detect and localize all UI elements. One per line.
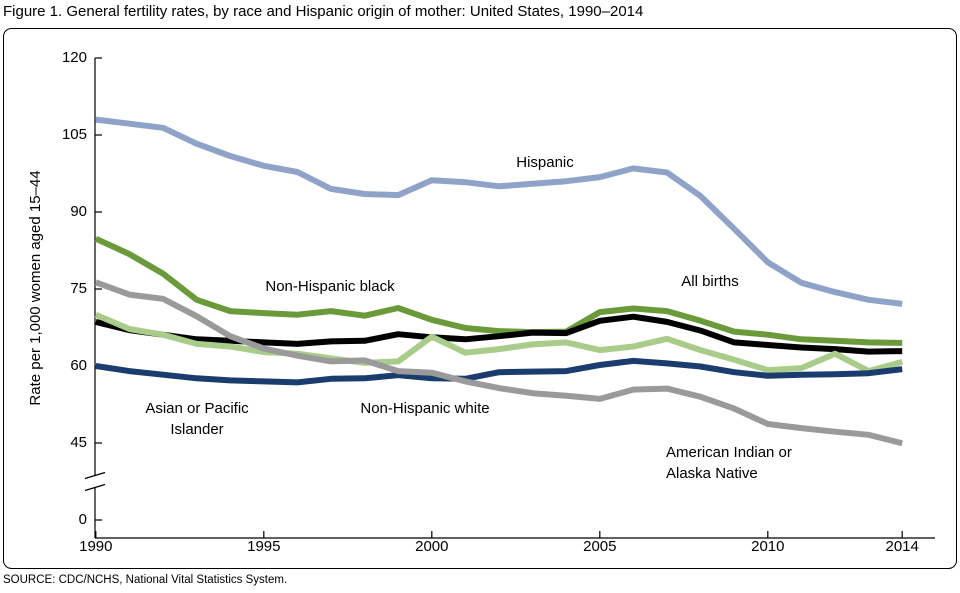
y-tick-label: 0: [79, 511, 87, 528]
y-tick-label: 105: [62, 126, 87, 143]
y-tick-label: 60: [70, 357, 87, 374]
x-tick-label: 1990: [79, 538, 112, 555]
x-tick-label: 2000: [415, 538, 448, 555]
y-tick-label: 120: [62, 49, 87, 66]
series-line: [95, 116, 903, 307]
series-label: Asian or Pacific Islander: [145, 400, 249, 438]
axis-break: [84, 471, 106, 480]
y-tick-label: 75: [70, 280, 87, 297]
source-note: SOURCE: CDC/NCHS, National Vital Statist…: [3, 574, 288, 586]
x-tick-label: 2014: [886, 538, 919, 555]
series-line: [94, 311, 903, 375]
chart-title: Figure 1. General fertility rates, by ra…: [3, 3, 644, 20]
y-tick-label: 45: [70, 434, 87, 451]
axis-break: [84, 483, 106, 492]
frame: [3, 28, 957, 569]
series-line: [94, 279, 903, 447]
series-label: American Indian or Alaska Native: [666, 444, 792, 482]
y-axis-label: Rate per 1,000 women aged 15–44: [27, 170, 44, 405]
y-tick-label: 90: [70, 203, 87, 220]
series-line: [95, 357, 903, 386]
series-label: All births: [681, 273, 739, 290]
series-label: Non-Hispanic white: [360, 400, 490, 417]
series-label: Non-Hispanic black: [265, 278, 395, 295]
x-tick-label: 2005: [583, 538, 616, 555]
x-tick-label: 2010: [751, 538, 784, 555]
series-line: [94, 235, 903, 346]
x-tick-label: 1995: [247, 538, 280, 555]
series-label: Hispanic: [516, 154, 574, 171]
series-line: [95, 313, 903, 355]
